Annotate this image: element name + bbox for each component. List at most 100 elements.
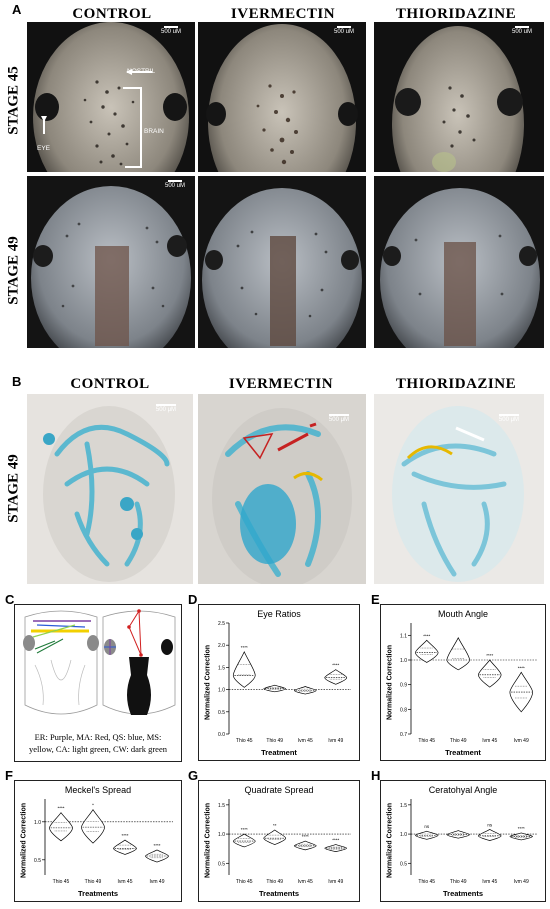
y-tick-label: 1.1 bbox=[400, 633, 407, 639]
violin-thio-45 bbox=[232, 833, 256, 848]
chart-f: Meckel's Spread Normalized Correction Trea… bbox=[14, 780, 182, 902]
significance-label: * bbox=[92, 803, 94, 808]
photo-ivermectin-stage45: 500 uM bbox=[198, 22, 366, 172]
a-col-ivermectin: IVERMECTIN bbox=[230, 6, 336, 22]
x-tick-label: Thio 49 bbox=[266, 738, 283, 744]
violin-thio-49 bbox=[446, 637, 470, 671]
panel-label-h: H bbox=[371, 768, 381, 783]
photo-b-control: 500 μM bbox=[27, 394, 193, 584]
x-tick-label: Ivm 49 bbox=[328, 879, 343, 885]
a-col-thioridazine: THIORIDAZINE bbox=[395, 6, 517, 22]
significance-label: **** bbox=[332, 838, 339, 843]
violin-thio-49 bbox=[263, 684, 287, 693]
x-axis-label: Treatments bbox=[442, 889, 484, 898]
significance-label: **** bbox=[57, 806, 64, 811]
x-tick-label: Ivm 45 bbox=[482, 738, 497, 744]
panel-label-b: B bbox=[12, 374, 22, 389]
x-tick-label: Thio 49 bbox=[85, 879, 102, 885]
violin-ivm-45 bbox=[113, 839, 137, 855]
significance-label: **** bbox=[518, 665, 525, 670]
violin-thio-45 bbox=[415, 639, 439, 663]
photo-control-stage45: NOSTRIL EYE BRAIN 500 uM bbox=[27, 22, 195, 172]
violin-ivm-45 bbox=[478, 659, 502, 688]
scale-bar: 500 uM bbox=[157, 26, 185, 35]
y-tick-label: 0.7 bbox=[400, 732, 407, 738]
annotation-eye: EYE bbox=[37, 145, 51, 152]
y-tick-label: 0.5 bbox=[218, 710, 225, 716]
a-row-stage45: STAGE 45 bbox=[5, 66, 22, 135]
chart-plot: 0.5 1.0 1.5 **** Thio 45 ** Thio 49 **** Ivm 45 *… bbox=[218, 799, 351, 885]
x-tick-label: Ivm 49 bbox=[514, 879, 529, 885]
photo-ivermectin-stage49 bbox=[198, 176, 366, 348]
legend-line-2: yellow, CA: light green, CW: dark green bbox=[29, 744, 167, 754]
chart-title: Eye Ratios bbox=[257, 609, 301, 619]
x-tick-label: Thio 45 bbox=[53, 879, 70, 885]
y-tick-label: 0.5 bbox=[218, 861, 225, 867]
scale-bar: 500 uM bbox=[508, 26, 536, 35]
b-row-stage49: STAGE 49 bbox=[5, 454, 22, 523]
x-tick-label: Thio 49 bbox=[450, 738, 467, 744]
chart-d: Eye Ratios Normalized Correction Treatment… bbox=[198, 604, 360, 761]
significance-label: **** bbox=[241, 645, 248, 650]
panel-label-a: A bbox=[12, 2, 22, 17]
b-col-ivermectin: IVERMECTIN bbox=[228, 376, 334, 392]
x-tick-label: Ivm 45 bbox=[298, 879, 313, 885]
y-tick-label: 1.0 bbox=[218, 688, 225, 694]
y-tick-label: 0.5 bbox=[34, 858, 41, 864]
scale-bar: 500 uM bbox=[330, 26, 358, 35]
x-tick-label: Thio 49 bbox=[450, 879, 467, 885]
chart-plot: 0.7 0.8 0.9 1.0 1.1 **** Thio 45 Thio 49 **** Ivm… bbox=[400, 623, 537, 744]
legend-line-1: ER: Purple, MA: Red, QS: blue, MS: bbox=[34, 732, 162, 742]
violin-ivm-45 bbox=[293, 686, 317, 695]
significance-label: ns bbox=[424, 824, 430, 829]
a-row-stage49: STAGE 49 bbox=[5, 236, 22, 305]
y-tick-label: 1.5 bbox=[218, 803, 225, 809]
y-tick-label: 2.0 bbox=[218, 643, 225, 649]
significance-label: **** bbox=[518, 826, 525, 831]
chart-title: Meckel's Spread bbox=[64, 785, 132, 795]
x-tick-label: Ivm 45 bbox=[117, 879, 132, 885]
panel-label-e: E bbox=[371, 592, 380, 607]
x-axis-label: Treatments bbox=[258, 889, 300, 898]
significance-label: **** bbox=[332, 663, 339, 668]
significance-label: **** bbox=[486, 653, 493, 658]
violin-thio-45 bbox=[49, 812, 73, 842]
photo-control-stage49: 500 uM bbox=[27, 176, 195, 348]
violin-ivm-45 bbox=[293, 840, 317, 851]
scale-bar: 500 μM bbox=[494, 414, 524, 423]
panel-label-d: D bbox=[188, 592, 198, 607]
panel-c-legend: ER: Purple, MA: Red, QS: blue, MS: yello… bbox=[15, 731, 181, 755]
annotation-nostril: NOSTRIL bbox=[127, 68, 156, 75]
violin-ivm-49 bbox=[324, 844, 348, 852]
x-tick-label: Thio 49 bbox=[266, 879, 283, 885]
photo-b-ivermectin: 500 μM bbox=[198, 394, 366, 584]
chart-plot: 0.5 1.0 **** Thio 45 * Thio 49 **** Ivm 45 **** I… bbox=[34, 799, 173, 885]
x-tick-label: Ivm 49 bbox=[328, 738, 343, 744]
significance-label: ns bbox=[487, 822, 493, 827]
violin-thio-49 bbox=[263, 829, 287, 845]
x-axis-label: Treatment bbox=[445, 748, 481, 757]
scale-bar: 500 μM bbox=[151, 404, 181, 413]
annotation-brain: BRAIN bbox=[144, 128, 164, 135]
y-tick-label: 1.0 bbox=[400, 658, 407, 664]
scale-bar: 500 μM bbox=[324, 414, 354, 423]
chart-g: Quadrate Spread Normalized Correction Trea… bbox=[198, 780, 360, 902]
y-tick-label: 1.5 bbox=[400, 803, 407, 809]
chart-title: Quadrate Spread bbox=[244, 785, 314, 795]
b-col-control: CONTROL bbox=[70, 376, 150, 392]
y-tick-label: 0.5 bbox=[400, 861, 407, 867]
x-axis-label: Treatments bbox=[77, 889, 119, 898]
x-tick-label: Thio 45 bbox=[236, 738, 253, 744]
b-col-thioridazine: THIORIDAZINE bbox=[395, 376, 517, 392]
chart-plot: 0.5 1.0 1.5 ns Thio 45 Thio 49 ns Ivm 45 **** Ivm… bbox=[400, 799, 537, 885]
photo-b-thioridazine: 500 μM bbox=[374, 394, 544, 584]
significance-label: **** bbox=[153, 843, 160, 848]
y-tick-label: 0.9 bbox=[400, 683, 407, 689]
y-tick-label: 1.5 bbox=[218, 665, 225, 671]
y-tick-label: 0.8 bbox=[400, 707, 407, 713]
y-tick-label: 1.0 bbox=[400, 832, 407, 838]
violin-ivm-45 bbox=[478, 828, 502, 841]
x-axis-label: Treatment bbox=[261, 748, 297, 757]
scale-bar: 500 uM bbox=[161, 180, 189, 189]
